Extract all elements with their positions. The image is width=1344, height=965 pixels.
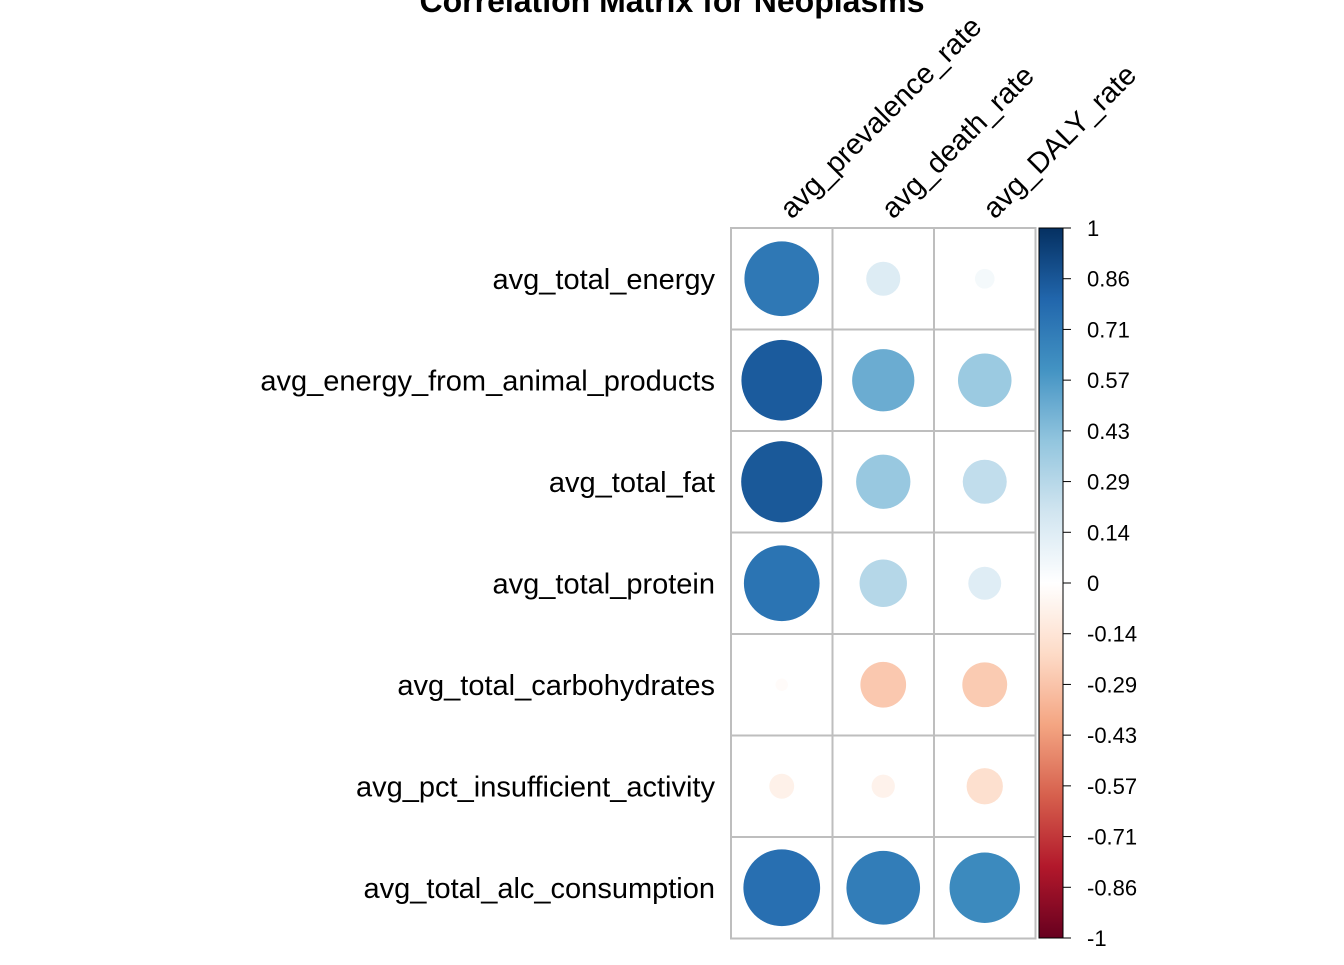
correlation-circle-3-0 [743,545,820,622]
colorbar-tick-label-9: -0.29 [1087,672,1137,697]
correlation-circle-0-0 [744,241,820,317]
correlation-circle-0-1 [866,261,901,296]
row-labels: avg_total_energy avg_energy_from_animal_p… [260,264,715,905]
colorbar-tick-label-6: 0.14 [1087,520,1130,545]
correlation-circle-2-2 [962,459,1007,504]
matrix-cells [730,227,1037,940]
correlation-circle-1-1 [852,349,915,412]
correlation-circle-6-2 [949,852,1020,923]
correlation-circle-0-2 [974,268,995,289]
colorbar-tick-label-13: -0.86 [1087,875,1137,900]
colorbar-tick-label-14: -1 [1087,926,1107,951]
colorbar-tick-label-1: 0.86 [1087,267,1130,292]
colorbar-tick-label-4: 0.43 [1087,419,1130,444]
correlation-circle-3-1 [859,559,907,607]
correlation-circle-5-1 [871,774,895,798]
colorbar-gradient [1038,227,1064,939]
row-label-4: avg_total_carbohydrates [397,670,715,702]
correlation-circle-5-0 [769,773,795,799]
colorbar-tick-label-0: 1 [1087,216,1099,241]
correlation-circle-4-1 [860,661,907,708]
colorbar: 1 0.86 0.71 0.57 0.43 0.29 0.14 0 -0.14 -0.29 -0.4… [1038,216,1137,951]
correlation-circle-4-2 [962,662,1008,708]
correlation-circle-6-0 [743,849,821,927]
colorbar-tick-label-2: 0.71 [1087,317,1130,342]
colorbar-tick-label-12: -0.71 [1087,825,1137,850]
colorbar-tick-label-11: -0.57 [1087,774,1137,799]
cell-6-2 [933,836,1037,940]
correlation-circle-3-2 [968,566,1002,600]
colorbar-tick-label-10: -0.43 [1087,723,1137,748]
colorbar-tick-label-7: 0 [1087,571,1099,596]
colorbar-tick-label-8: -0.14 [1087,622,1137,647]
correlation-circle-5-2 [966,768,1003,805]
column-label-0: avg_prevalence_rate [774,11,988,225]
row-label-6: avg_total_alc_consumption [364,873,715,905]
row-label-5: avg_pct_insufficient_activity [356,771,715,803]
correlation-circle-2-1 [856,454,911,509]
correlation-circle-4-0 [775,678,788,691]
colorbar-tick-label-5: 0.29 [1087,470,1130,495]
chart-title: Correlation Matrix for Neoplasms [420,0,925,19]
column-labels: avg_prevalence_rateavg_death_rateavg_DAL… [774,11,1143,225]
row-label-0: avg_total_energy [493,264,716,296]
correlation-circle-1-0 [741,339,823,421]
row-label-3: avg_total_protein [493,568,716,600]
correlation-circle-6-1 [846,850,921,925]
row-label-1: avg_energy_from_animal_products [260,365,715,397]
correlation-circle-1-2 [957,353,1012,408]
colorbar-tick-label-3: 0.57 [1087,368,1130,393]
row-label-2: avg_total_fat [549,467,715,499]
correlation-circle-2-0 [741,441,823,523]
